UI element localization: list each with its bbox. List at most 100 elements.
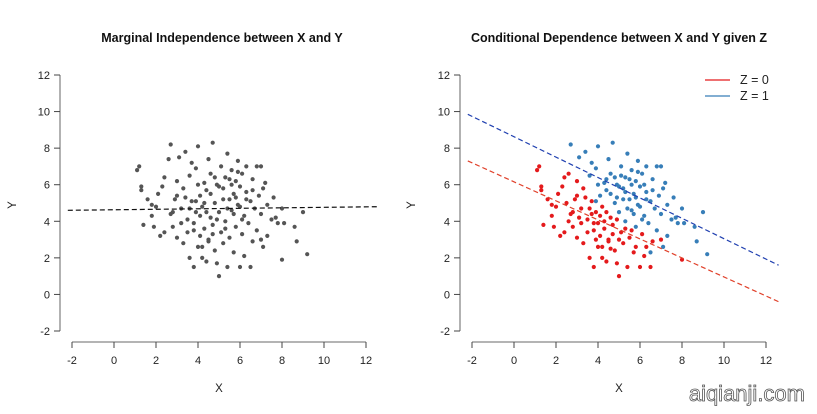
data-point [564,200,569,206]
data-point [179,221,184,226]
data-point [608,215,613,220]
data-point [237,264,243,270]
data-point [248,199,253,204]
data-point [216,184,222,189]
legend: Z = 0 Z = 1 [705,73,769,103]
data-point [616,274,622,279]
data-point [629,168,634,173]
data-point [229,182,234,187]
data-point [233,195,238,200]
data-point [568,142,573,147]
data-point [145,197,150,202]
data-point [610,222,615,227]
data-point [181,186,186,191]
data-point [240,171,245,176]
data-point [193,199,198,204]
data-point [627,197,632,202]
data-point [187,173,192,178]
data-point [235,158,240,163]
data-point [604,210,609,215]
data-point [240,217,245,222]
data-point [587,255,592,260]
data-point [585,230,590,235]
data-point [242,253,247,259]
x-tick-label: 0 [111,355,117,367]
data-point [541,222,546,227]
data-point [191,228,196,233]
data-point [625,206,630,211]
data-point [254,164,259,169]
data-point [574,235,580,240]
fit-line [67,206,379,211]
data-point [214,261,219,266]
data-point [168,142,173,147]
data-point [658,237,664,242]
data-point [551,224,557,229]
data-point [219,164,224,169]
data-point [141,222,146,227]
data-point [244,189,249,195]
data-point [570,224,575,229]
data-point [174,179,180,184]
y-ticks: -2 0 2 4 6 8 10 12 [438,70,461,338]
data-point [593,210,599,215]
data-point [200,255,205,260]
x-tick-label: 0 [511,355,517,367]
x-tick-label: -2 [67,355,77,367]
data-point [661,244,666,249]
data-point [244,164,249,169]
x-axis-label: X [215,383,223,395]
x-tick-label: 4 [595,355,601,367]
panel-marginal: Marginal Independence between X and Y X … [7,31,379,395]
data-point [700,210,706,215]
data-point [650,188,655,193]
data-point [665,202,670,207]
data-point [640,171,645,176]
data-point [633,179,638,184]
data-point [610,232,615,237]
data-point [682,221,687,226]
data-point [162,175,167,180]
x-tick-label: -2 [467,355,477,367]
data-point [221,197,226,202]
data-point [258,164,264,169]
data-point [644,164,649,169]
data-point [248,264,253,270]
data-point [646,221,651,226]
data-point [593,237,599,242]
data-point [637,204,643,209]
y-tick-label: 12 [38,70,50,82]
data-point [202,200,207,206]
data-point [204,259,209,264]
x-tick-label: 6 [237,355,243,367]
x-tick-label: 10 [318,355,330,367]
data-point [602,226,607,231]
data-point [202,180,207,185]
data-point [223,219,228,224]
data-point [160,184,165,189]
x-tick-label: 12 [760,355,772,367]
x-ticks: -2 0 2 4 6 8 10 12 [467,341,772,367]
data-point [623,226,628,231]
data-point [279,257,285,262]
y-tick-label: 10 [38,107,50,119]
data-point [579,221,584,226]
data-point [631,250,636,255]
x-tick-label: 10 [718,355,730,367]
data-point [233,179,238,184]
data-point [589,211,594,217]
data-point [591,221,596,226]
data-point [214,217,219,222]
data-point [679,206,685,211]
data-point [221,186,226,191]
data-point [610,140,615,145]
scatter-points [535,140,710,279]
data-point [162,230,167,235]
data-point [242,213,247,218]
data-point [614,195,620,200]
y-tick-label: -2 [40,326,50,338]
data-point [595,182,601,187]
data-point [648,250,653,255]
data-point [200,204,205,209]
